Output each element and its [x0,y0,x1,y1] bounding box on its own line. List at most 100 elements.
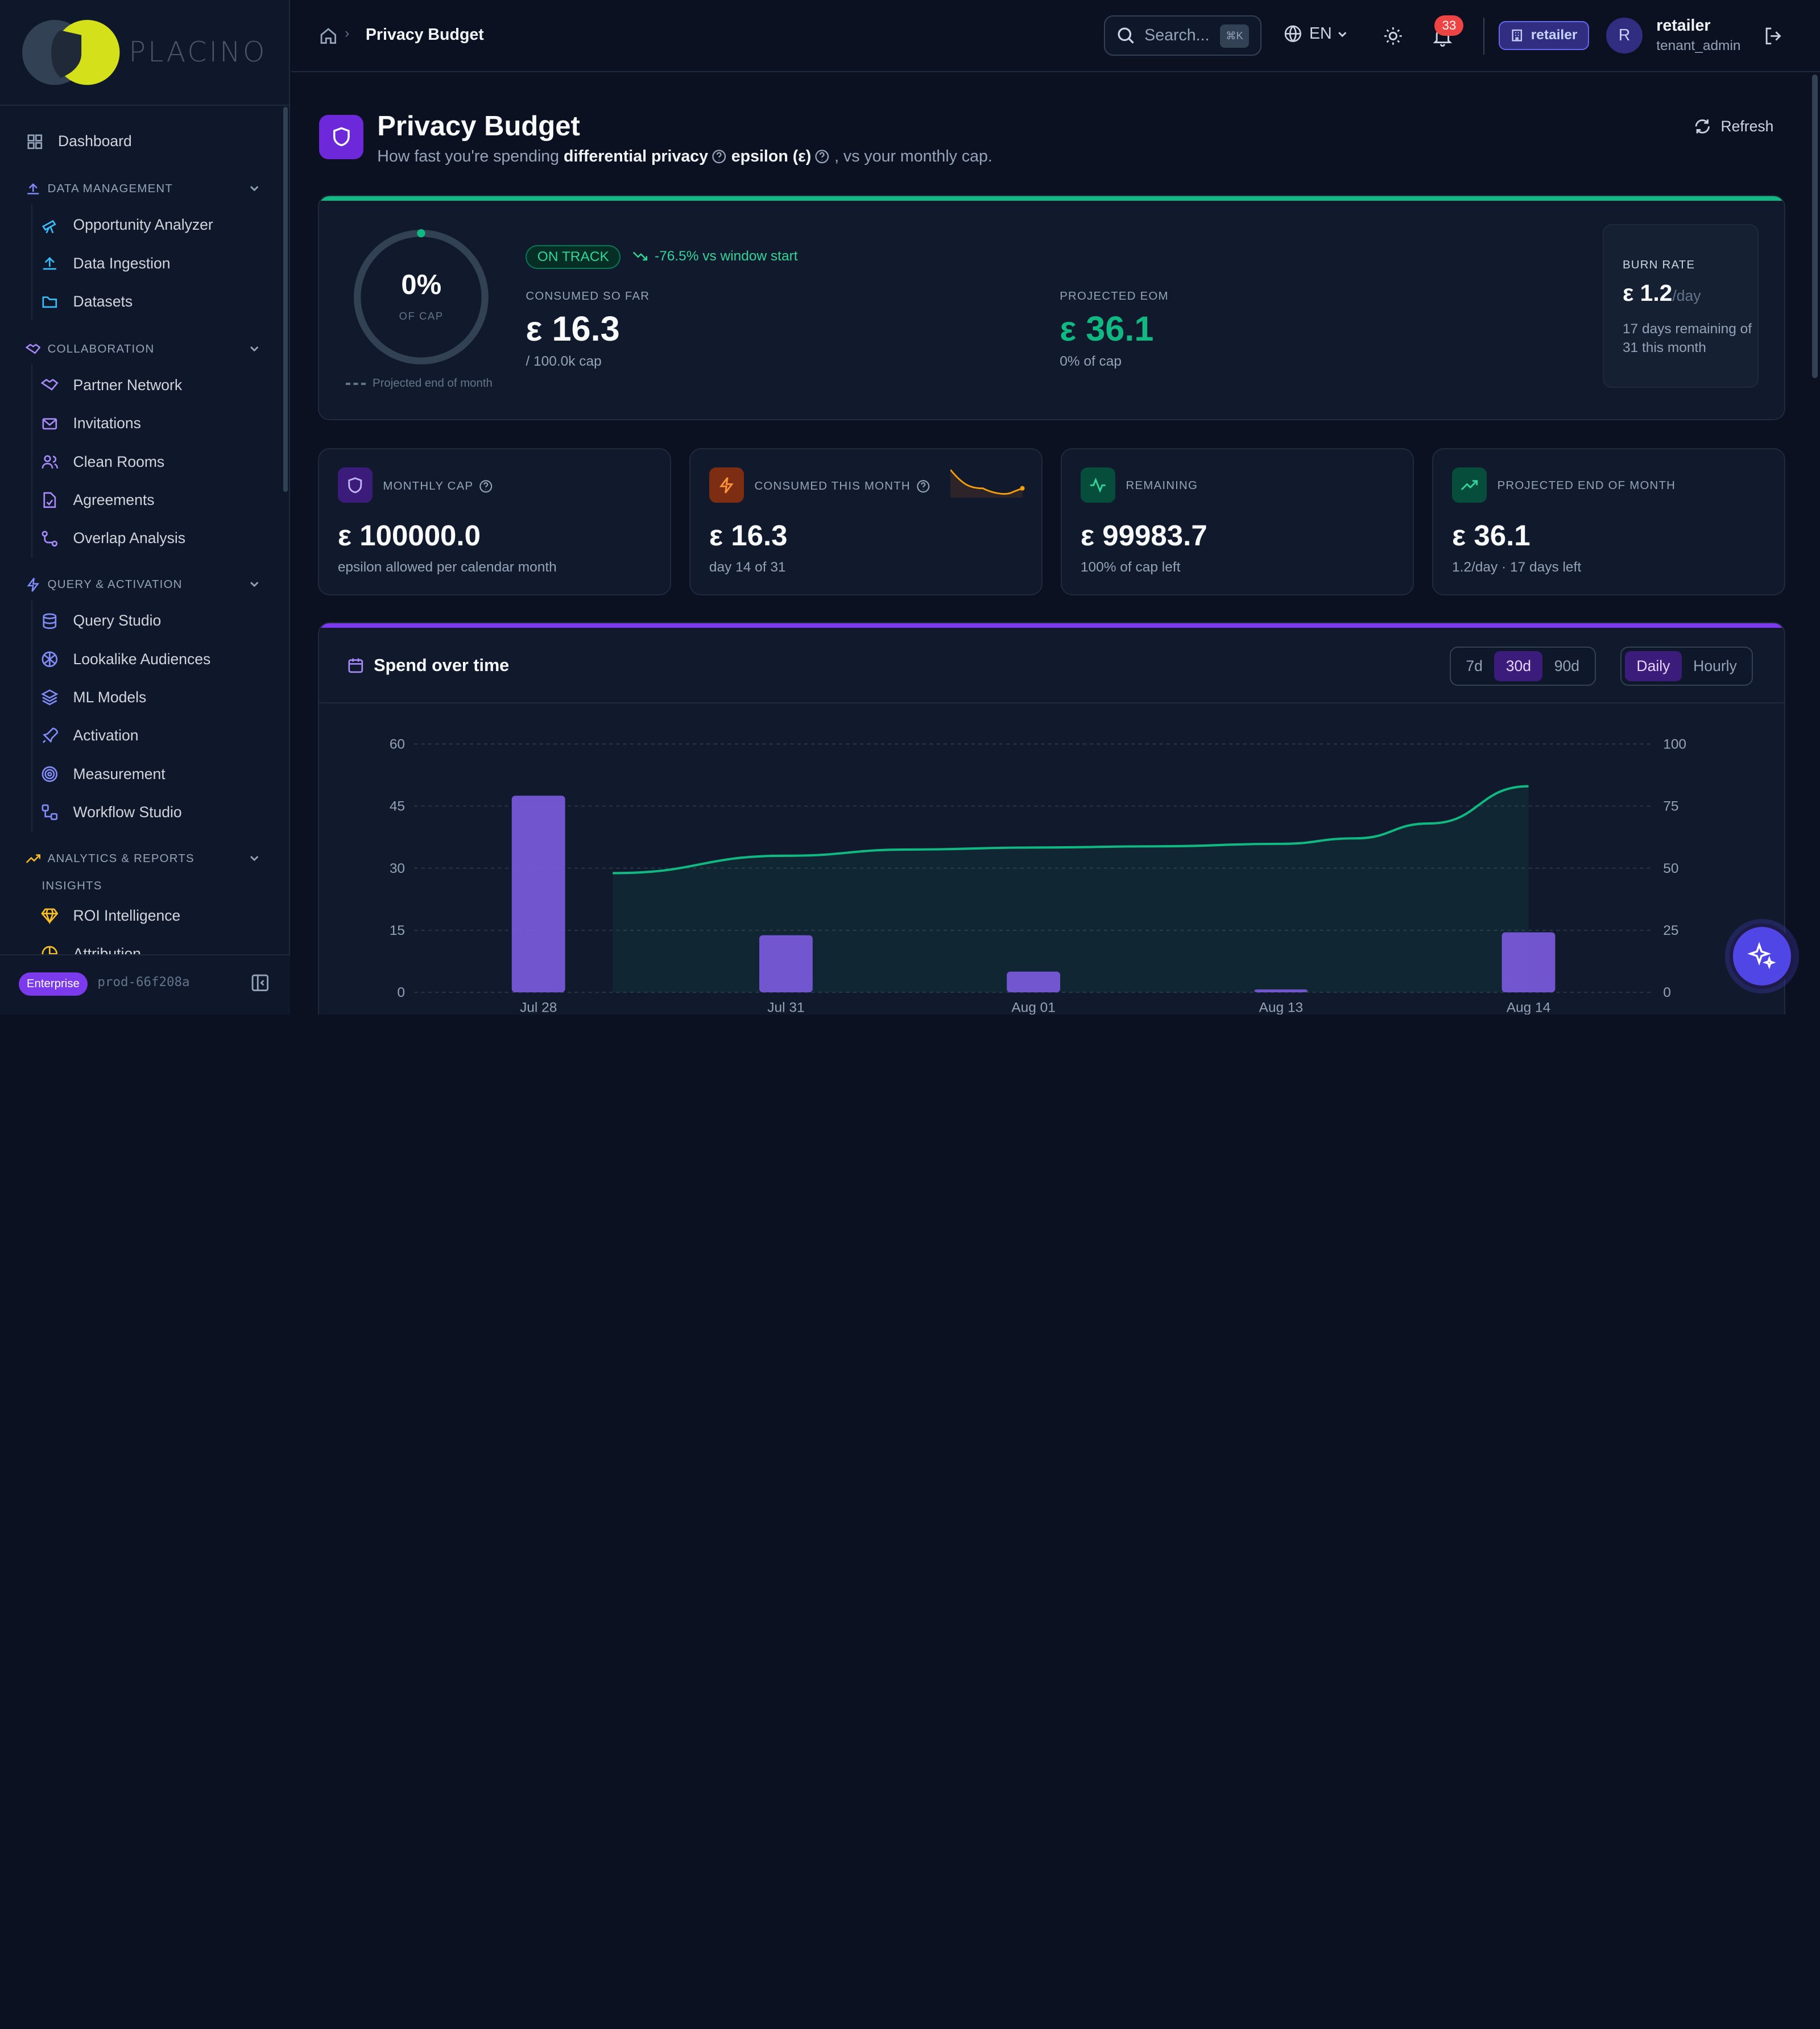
gauge-legend: Projected end of month [346,377,493,390]
section-data-management[interactable]: DATA MANAGEMENT [26,180,260,198]
sidebar-collapse-icon[interactable] [251,974,270,992]
avatar[interactable]: R [1606,17,1643,53]
series-area-fill [613,786,1529,992]
range-toggle: 7d 30d 90d [1449,646,1596,686]
user-role: tenant_admin [1656,38,1741,54]
card-accent-bar [319,623,1784,628]
burn-rate-value: ε 1.2/day [1622,279,1701,306]
page-icon [319,115,363,159]
logo-mark-icon [22,19,120,85]
stat-value: ε 99983.7 [1080,519,1207,552]
bolt-icon [26,577,42,593]
y-left-tick-label: 30 [390,861,405,876]
stat-value: ε 36.1 [1451,519,1531,552]
x-tick-label: Aug 14 [1507,1000,1551,1014]
y-left-tick-label: 45 [390,798,405,814]
sidebar-item-measurement[interactable]: Measurement [40,760,280,788]
range-option-7d[interactable]: 7d [1466,657,1483,674]
database-icon [40,611,59,630]
stat-icon [1080,467,1116,503]
section-collaboration[interactable]: COLLABORATION [25,340,259,359]
y-right-tick-label: 100 [1663,736,1686,752]
bar [1502,932,1556,992]
sidebar-item-dashboard[interactable]: Dashboard [26,127,270,155]
ai-assistant-button[interactable] [1729,924,1795,989]
section-query-activation[interactable]: QUERY & ACTIVATION [26,575,260,594]
stat-sub: epsilon allowed per calendar month [337,559,557,575]
chevron-down-icon [249,182,260,197]
projected-sub: 0% of cap [1060,354,1122,370]
trending-up-icon [26,851,42,867]
stat-label: CONSUMED THIS MONTH [754,479,930,493]
breadcrumb-current: Privacy Budget [365,25,484,44]
help-icon[interactable] [479,479,493,493]
sidebar-item-activation[interactable]: Activation [40,722,280,750]
section-analytics-reports[interactable]: ANALYTICS & REPORTS [26,850,259,868]
home-icon[interactable] [319,27,338,45]
projected-value: ε 36.1 [1060,309,1154,348]
term-differential-privacy: differential privacy [564,147,708,166]
stat-label: REMAINING [1126,479,1198,492]
help-icon[interactable] [712,149,727,164]
sidebar-item-roi-intelligence[interactable]: ROI Intelligence [40,902,280,930]
projected-label: PROJECTED EOM [1060,290,1169,303]
sidebar-item-datasets[interactable]: Datasets [40,288,280,316]
sidebar-item-agreements[interactable]: Agreements [40,486,280,514]
sidebar-item-ml-models[interactable]: ML Models [40,684,280,711]
granularity-toggle: Daily Hourly [1620,646,1753,686]
sidebar-item-partner-network[interactable]: Partner Network [40,371,280,399]
logo[interactable]: PLACINO [0,0,289,106]
chart-title: Spend over time [347,656,509,676]
sidebar-item-clean-rooms[interactable]: Clean Rooms [40,448,280,476]
granularity-option-hourly[interactable]: Hourly [1693,657,1737,674]
route-icon [40,529,59,548]
sidebar-item-overlap-analysis[interactable]: Overlap Analysis [40,524,280,552]
logout-icon[interactable] [1763,26,1784,47]
search-placeholder: Search... [1144,26,1210,44]
refresh-icon [1695,119,1710,134]
stat-card-consumed: CONSUMED THIS MONTH ε 16.3 day 14 of 31 [689,448,1043,595]
sidebar-item-label: Dashboard [58,132,132,150]
x-tick-label: Aug 01 [1011,1000,1056,1014]
bar [511,796,565,992]
sidebar-item-invitations[interactable]: Invitations [40,409,280,437]
main-scrollbar[interactable] [1811,74,1818,379]
range-option-90d[interactable]: 90d [1554,657,1580,674]
sidebar-item-query-studio[interactable]: Query Studio [40,607,280,635]
logo-text: PLACINO [129,36,267,69]
help-icon[interactable] [916,479,930,493]
help-icon[interactable] [814,149,830,164]
page-subtitle: How fast you're spending differential pr… [377,147,992,166]
building-icon [1512,29,1523,42]
search-input[interactable]: Search... ⌘K [1103,15,1262,56]
mail-icon [40,415,59,433]
stat-card-projected: PROJECTED END OF MONTH ε 36.1 1.2/day · … [1432,448,1785,595]
notification-count-badge: 33 [1434,15,1464,36]
bar [759,935,813,992]
shield-icon [348,477,362,493]
stat-value: ε 16.3 [709,519,788,552]
language-selector[interactable]: EN [1284,24,1348,43]
sidebar-item-lookalike-audiences[interactable]: Lookalike Audiences [40,645,280,673]
divider [31,204,33,321]
sidebar-item-opportunity-analyzer[interactable]: Opportunity Analyzer [40,211,280,239]
sidebar-item-data-ingestion[interactable]: Data Ingestion [40,250,280,278]
range-option-30d[interactable]: 30d [1494,651,1543,681]
sidebar-item-workflow-studio[interactable]: Workflow Studio [40,798,280,826]
consumed-label: CONSUMED SO FAR [526,290,650,303]
sidebar-item-attribution[interactable]: Attribution [40,940,280,956]
term-epsilon: epsilon (ε) [731,147,812,166]
sidebar-nav: Dashboard DATA MANAGEMENT Opportunity An… [0,121,281,956]
users-icon [40,453,59,471]
sidebar: PLACINO Dashboard DATA MANAGEMENT Opport… [0,0,291,1014]
granularity-option-daily[interactable]: Daily [1625,651,1682,681]
consumed-sparkline [950,469,1025,498]
chevron-down-icon [249,578,260,593]
sidebar-scrollbar[interactable] [283,106,288,492]
refresh-button[interactable]: Refresh [1693,117,1773,136]
tenant-switcher[interactable]: retailer [1498,20,1589,50]
x-tick-label: Jul 28 [520,1000,557,1014]
stat-sub: 100% of cap left [1080,559,1181,575]
y-left-tick-label: 0 [398,985,406,1000]
sun-icon[interactable] [1383,26,1404,47]
